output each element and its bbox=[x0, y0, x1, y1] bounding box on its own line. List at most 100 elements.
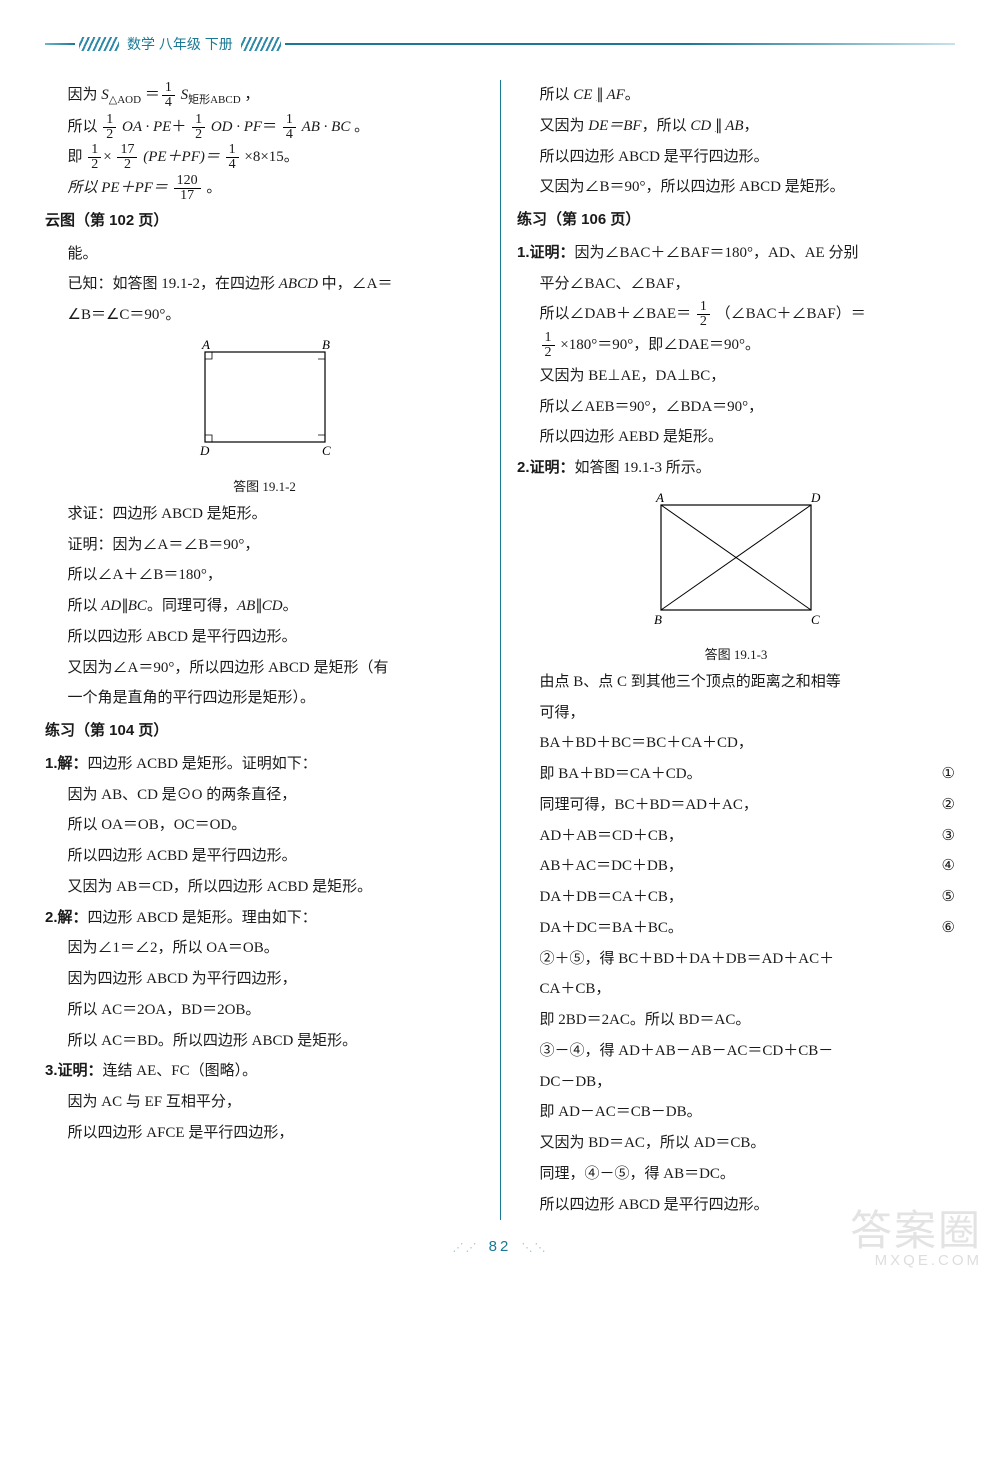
body-text: ②＋⑤，得 BC＋BD＋DA＋DB＝AD＋AC＋ bbox=[517, 944, 955, 975]
body-text: 所以 12 OA · PE＋ 12 OD · PF＝ 14 AB · BC 。 bbox=[45, 112, 484, 143]
body-text: 所以∠A＋∠B＝180°， bbox=[45, 560, 484, 591]
t: AB · BC bbox=[302, 119, 351, 135]
body-text: 平分∠BAC、∠BAF， bbox=[517, 269, 955, 300]
svg-text:B: B bbox=[322, 337, 330, 352]
body-text: 即 BA＋BD＝CA＋CD。 ① bbox=[517, 759, 955, 790]
body-text: 即 AD－AC＝CB－DB。 bbox=[517, 1097, 955, 1128]
body-text: 又因为 BE⊥AE，DA⊥BC， bbox=[517, 361, 955, 392]
body-text: 能。 bbox=[45, 239, 484, 270]
body-text: 又因为∠A＝90°，所以四边形 ABCD 是矩形（有 bbox=[45, 653, 484, 684]
body-text: 因为∠1＝∠2，所以 OA＝OB。 bbox=[45, 933, 484, 964]
body-text: 因为 S△AOD ＝14 S矩形ABCD ， bbox=[45, 80, 484, 112]
header-hatch-left bbox=[79, 37, 119, 51]
body-text: 已知：如答图 19.1-2，在四边形 ABCD 中，∠A＝ bbox=[45, 269, 484, 300]
body-text: 即 2BD＝2AC。所以 BD＝AC。 bbox=[517, 1005, 955, 1036]
t: 。 bbox=[354, 119, 369, 135]
body-text: 所以四边形 ACBD 是平行四边形。 bbox=[45, 841, 484, 872]
header-hatch-right bbox=[241, 37, 281, 51]
body-text: DA＋DB＝CA＋CB，⑤ bbox=[517, 882, 955, 913]
body-text: BA＋BD＋BC＝BC＋CA＋CD， bbox=[517, 728, 955, 759]
t: 四边形 ACBD 是矩形。证明如下： bbox=[88, 756, 317, 772]
t: 。 bbox=[206, 180, 221, 196]
t: 如答图 19.1-3 所示。 bbox=[575, 460, 711, 476]
t: 因为 bbox=[68, 87, 102, 103]
problem-3: 3.证明：连结 AE、FC（图略）。 bbox=[45, 1056, 484, 1087]
rectangle-diagonals-icon: A D B C bbox=[636, 490, 836, 635]
t: 2.解： bbox=[45, 909, 88, 926]
section-heading: 云图（第 102 页） bbox=[45, 206, 484, 237]
t: AD＋AB＝CD＋CB， bbox=[540, 828, 683, 844]
t: 3.证明： bbox=[45, 1062, 103, 1079]
problem-2: 2.解：四边形 ABCD 是矩形。理由如下： bbox=[45, 903, 484, 934]
body-text: 所以四边形 ABCD 是平行四边形。 bbox=[517, 142, 955, 173]
body-text: 又因为∠B＝90°，所以四边形 ABCD 是矩形。 bbox=[517, 172, 955, 203]
svg-text:A: A bbox=[655, 490, 664, 505]
eqnum: ⑤ bbox=[942, 882, 955, 913]
t: 已知：如答图 19.1-2，在四边形 bbox=[68, 276, 279, 292]
header-rule-right bbox=[285, 43, 955, 45]
svg-text:C: C bbox=[322, 443, 331, 458]
body-text: 所以四边形 AEBD 是矩形。 bbox=[517, 422, 955, 453]
body-text: DC－DB， bbox=[517, 1067, 955, 1098]
t: 1.证明： bbox=[517, 244, 575, 261]
figure-caption: 答图 19.1-3 bbox=[517, 644, 955, 663]
t: ×8×15。 bbox=[244, 149, 298, 165]
body-text: 同理可得，BC＋BD＝AD＋AC，② bbox=[517, 790, 955, 821]
body-text: 又因为 BD＝AC，所以 AD＝CB。 bbox=[517, 1128, 955, 1159]
t: AB＋AC＝DC＋DB， bbox=[540, 858, 683, 874]
body-text: 所以 AD∥BC。同理可得，AB∥CD。 bbox=[45, 591, 484, 622]
t: DA＋DC＝BA＋BC。 bbox=[540, 920, 683, 936]
body-text: CA＋CB， bbox=[517, 974, 955, 1005]
header-rule-left bbox=[45, 43, 75, 45]
body-text: 因为四边形 ABCD 为平行四边形， bbox=[45, 964, 484, 995]
body-text: 所以 AC＝2OA，BD＝2OB。 bbox=[45, 995, 484, 1026]
t: 所以 bbox=[68, 119, 98, 135]
svg-text:D: D bbox=[199, 443, 210, 458]
body-text: AD＋AB＝CD＋CB，③ bbox=[517, 821, 955, 852]
body-text: 一个角是直角的平行四边形是矩形）。 bbox=[45, 683, 484, 714]
problem-1: 1.证明：因为∠BAC＋∠BAF＝180°，AD、AE 分别 bbox=[517, 238, 955, 269]
t: ×180°＝90°，即∠DAE＝90°。 bbox=[560, 337, 760, 353]
t: 所以 PE＋PF＝ bbox=[68, 180, 168, 196]
t: OD · PF bbox=[211, 119, 262, 135]
pagenum-value: 82 bbox=[489, 1238, 512, 1255]
problem-1: 1.解：四边形 ACBD 是矩形。证明如下： bbox=[45, 749, 484, 780]
page-header: 数学 八年级 下册 bbox=[45, 30, 955, 58]
body-text: 所以 OA＝OB，OC＝OD。 bbox=[45, 810, 484, 841]
body-text: AB＋AC＝DC＋DB， ④ bbox=[517, 851, 955, 882]
t: 连结 AE、FC（图略）。 bbox=[103, 1063, 258, 1079]
body-text: 所以四边形 ABCD 是平行四边形。 bbox=[517, 1190, 955, 1221]
svg-text:D: D bbox=[810, 490, 821, 505]
figure-19-1-2: A B C D 答图 19.1-2 bbox=[45, 337, 484, 495]
rectangle-diagram-icon: A B C D bbox=[180, 337, 350, 467]
body-text: 即 12× 172 (PE＋PF)＝ 14 ×8×15。 bbox=[45, 142, 484, 173]
t: 2.证明： bbox=[517, 459, 575, 476]
body-text: 所以四边形 ABCD 是平行四边形。 bbox=[45, 622, 484, 653]
t: （∠BAC＋∠BAF）＝ bbox=[716, 306, 866, 322]
svg-text:A: A bbox=[201, 337, 210, 352]
section-heading: 练习（第 104 页） bbox=[45, 716, 484, 747]
body-text: 可得， bbox=[517, 698, 955, 729]
t: 即 BA＋BD＝CA＋CD。 bbox=[540, 766, 702, 782]
t: 即 bbox=[68, 149, 83, 165]
body-text: ∠B＝∠C＝90°。 bbox=[45, 300, 484, 331]
body-text: 因为 AC 与 EF 互相平分， bbox=[45, 1087, 484, 1118]
body-text: 所以 PE＋PF＝ 12017 。 bbox=[45, 173, 484, 204]
t: OA · PE bbox=[122, 119, 171, 135]
body-text: 所以∠DAB＋∠BAE＝ 12 （∠BAC＋∠BAF）＝ bbox=[517, 299, 955, 330]
page: 数学 八年级 下册 因为 S△AOD ＝14 S矩形ABCD ， 所以 12 O… bbox=[0, 0, 1000, 1275]
problem-2: 2.证明：如答图 19.1-3 所示。 bbox=[517, 453, 955, 484]
t: ， bbox=[244, 87, 259, 103]
body-text: DA＋DC＝BA＋BC。 ⑥ bbox=[517, 913, 955, 944]
body-text: 求证：四边形 ABCD 是矩形。 bbox=[45, 499, 484, 530]
body-text: 证明：因为∠A＝∠B＝90°， bbox=[45, 530, 484, 561]
pagenum-orn-left: ⋰⋰ bbox=[452, 1242, 478, 1254]
eqnum: ④ bbox=[942, 851, 955, 882]
right-column: 所以 CE ∥ AF。 又因为 DE＝BF，所以 CD ∥ AB， 所以四边形 … bbox=[500, 80, 955, 1220]
eqnum: ① bbox=[942, 759, 955, 790]
t: 四边形 ABCD 是矩形。理由如下： bbox=[88, 910, 317, 926]
body-text: 同理，④－⑤，得 AB＝DC。 bbox=[517, 1159, 955, 1190]
eqnum: ⑥ bbox=[942, 913, 955, 944]
t: △AOD bbox=[109, 94, 141, 106]
header-label: 数学 八年级 下册 bbox=[119, 32, 241, 56]
